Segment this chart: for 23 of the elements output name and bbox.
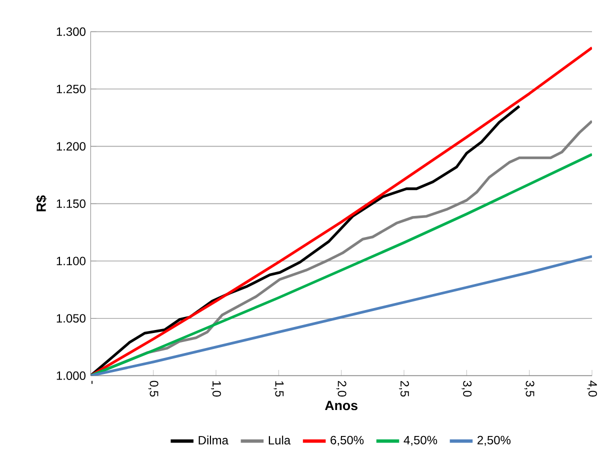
y-tick-label: 1.000 (56, 371, 86, 380)
x-tick-label: 1,5 (274, 381, 284, 397)
x-tick-label: 4,0 (587, 380, 597, 397)
x-tick-label: 3,0 (462, 380, 472, 397)
legend-label: 2,50% (478, 436, 511, 446)
legend-label: Dilma (198, 436, 228, 444)
y-tick-label: 1.300 (56, 27, 86, 36)
x-axis-title: Anos (325, 400, 358, 410)
y-tick-label: 1.150 (56, 199, 86, 208)
y-tick-label: 1.100 (56, 256, 86, 266)
line-series (90, 104, 521, 376)
y-tick-label: 1.050 (56, 314, 86, 323)
y-axis-title: R$ (36, 195, 47, 212)
x-tick-label: 1,0 (211, 381, 221, 397)
legend-label: Lula (268, 436, 291, 444)
y-tick-label: 1.250 (56, 84, 86, 94)
legend-label: 4,50% (404, 436, 438, 446)
x-tick-label: 2,5 (399, 380, 409, 397)
x-tick-label: 2,0 (336, 380, 346, 397)
legend-label: 6,50% (330, 436, 364, 446)
y-tick-label: 1.200 (56, 142, 86, 151)
x-tick-label: 3,5 (524, 380, 534, 397)
x-tick-label: 0,5 (148, 380, 158, 397)
